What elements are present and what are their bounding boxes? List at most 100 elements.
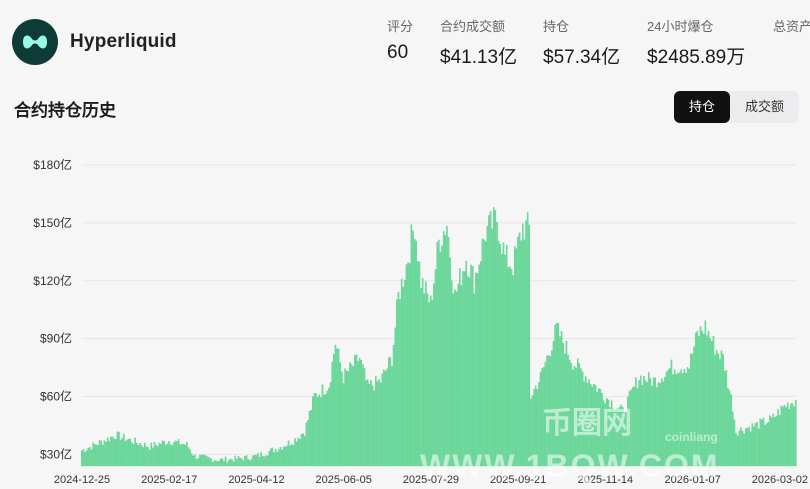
- oi-bar: [418, 261, 421, 467]
- oi-bar: [769, 415, 771, 467]
- oi-bar: [665, 371, 668, 467]
- oi-bar: [391, 366, 393, 467]
- oi-bar: [770, 417, 773, 467]
- oi-bar: [589, 383, 592, 467]
- oi-bar: [638, 380, 640, 467]
- oi-bar: [578, 363, 581, 467]
- oi-bar: [438, 239, 440, 467]
- oi-bar: [397, 291, 400, 467]
- oi-bar: [447, 237, 450, 467]
- oi-bar: [754, 423, 757, 467]
- oi-bar: [405, 264, 408, 467]
- oi-bar: [496, 221, 498, 467]
- oi-bar: [150, 442, 153, 467]
- oi-bar: [677, 372, 679, 467]
- oi-bar: [778, 415, 781, 467]
- x-tick-label: 2025-02-17: [141, 474, 197, 486]
- oi-bar: [481, 238, 484, 467]
- oi-bar: [410, 224, 413, 467]
- bar-layer: [81, 207, 797, 467]
- x-tick-label: 2025-09-21: [490, 474, 546, 486]
- oi-bar: [706, 335, 708, 467]
- oi-bar: [195, 458, 198, 467]
- oi-bar: [618, 406, 621, 467]
- oi-bar: [732, 411, 734, 467]
- oi-bar: [688, 368, 690, 467]
- oi-bar: [431, 299, 434, 467]
- oi-bar: [657, 382, 660, 467]
- oi-bar: [333, 354, 335, 467]
- oi-bar: [407, 262, 409, 467]
- oi-bar: [253, 455, 256, 467]
- oi-bar: [683, 369, 686, 467]
- oi-bar: [371, 385, 374, 467]
- oi-bar: [648, 372, 650, 467]
- oi-bar: [452, 293, 455, 467]
- oi-bar: [399, 299, 401, 467]
- x-tick-label: 2025-06-05: [316, 474, 372, 486]
- oi-bar: [95, 444, 98, 467]
- oi-bar: [123, 433, 125, 467]
- oi-bar: [651, 385, 653, 467]
- oi-bar: [250, 459, 253, 467]
- oi-bar: [339, 362, 342, 467]
- oi-bar: [261, 456, 264, 467]
- tab-volume[interactable]: 成交额: [745, 99, 785, 114]
- oi-bar: [741, 431, 744, 467]
- stat-score: 评分 60: [387, 16, 413, 64]
- oi-bar: [155, 444, 157, 467]
- oi-bar: [669, 368, 671, 467]
- oi-bar: [98, 440, 101, 467]
- oi-bar: [258, 456, 261, 467]
- oi-bar: [263, 456, 266, 467]
- oi-bar: [667, 369, 669, 467]
- oi-bar: [473, 293, 476, 467]
- oi-bar: [538, 382, 540, 467]
- oi-bar: [678, 372, 681, 467]
- oi-bar: [459, 268, 461, 467]
- oi-bar: [465, 260, 468, 467]
- oi-bar: [444, 235, 447, 467]
- oi-bar: [636, 388, 639, 467]
- oi-bar: [345, 370, 348, 467]
- oi-bar: [534, 385, 537, 467]
- oi-bar: [363, 368, 366, 467]
- oi-bar: [179, 444, 182, 467]
- tab-open-interest[interactable]: 持仓: [674, 91, 731, 123]
- oi-bar: [693, 346, 695, 467]
- y-tick-label: $180亿: [33, 157, 72, 172]
- oi-bar: [174, 440, 177, 467]
- oi-bar: [728, 390, 731, 467]
- oi-bar: [701, 330, 703, 467]
- oi-bar: [131, 442, 133, 467]
- oi-bar: [169, 444, 172, 467]
- oi-bar: [544, 362, 547, 467]
- oi-bar: [87, 448, 90, 467]
- oi-bar: [381, 373, 384, 467]
- oi-bar: [148, 449, 151, 467]
- oi-bar: [408, 263, 411, 467]
- oi-bar: [182, 443, 185, 467]
- oi-bar: [439, 251, 442, 467]
- oi-bar: [659, 383, 661, 467]
- stat-value: $41.13亿: [440, 47, 518, 68]
- oi-bar: [767, 421, 770, 467]
- oi-bar: [134, 437, 136, 467]
- oi-bar: [476, 273, 479, 467]
- oi-bar: [581, 371, 584, 467]
- oi-bar: [591, 386, 594, 467]
- oi-bar: [176, 441, 178, 467]
- oi-bar: [190, 453, 193, 467]
- oi-bar: [252, 455, 254, 467]
- oi-bar: [525, 220, 527, 467]
- oi-bar: [515, 248, 518, 467]
- oi-bar: [228, 460, 230, 467]
- oi-bar: [764, 424, 766, 467]
- oi-bar: [562, 343, 564, 467]
- oi-bar: [202, 454, 204, 467]
- oi-bar: [749, 431, 752, 467]
- oi-bar: [113, 438, 115, 467]
- oi-bar: [203, 454, 206, 467]
- oi-bar: [350, 364, 353, 467]
- oi-bar: [585, 376, 587, 467]
